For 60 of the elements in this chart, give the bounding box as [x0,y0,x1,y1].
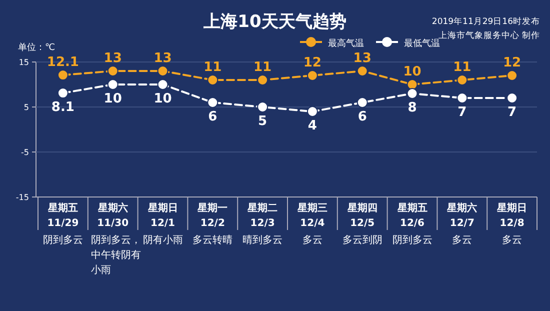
point [207,97,218,108]
x-tick-label: 星期五 12/6 阴到多云 [392,202,432,246]
point [207,74,218,86]
data-label: 13 [353,51,372,66]
text: 上海市气象服务中心 制作 [438,30,540,41]
x-tick-label: 星期四 12/5 多云到阴 [342,202,382,246]
point [406,79,418,90]
y-tick-label: -15 [16,193,29,202]
point [57,70,68,81]
point [456,74,468,86]
data-label: 11 [204,60,222,75]
data-label: 6 [358,110,367,124]
data-label: 8 [408,100,417,116]
x-tick-label: 星期三 12/4 多云 [296,202,328,246]
x-tick-label: 星期一 12/2 多云转晴 [192,202,233,246]
point [506,70,518,81]
data-label: 13 [154,51,172,66]
point [157,66,168,76]
x-tick-label: 星期六 12/7 多云 [446,202,478,246]
data-label: 5 [258,114,268,129]
point [257,102,268,112]
legend-label: 最低气温 [404,38,440,49]
y-tick-label: 15 [18,58,29,67]
legend-label: 最高气温 [328,38,364,49]
data-label: 12 [303,56,322,70]
y-axis-title: 单位：℃ [18,42,56,53]
data-label: 7 [458,105,467,120]
point [356,66,368,76]
point [306,106,318,117]
point [157,79,168,90]
point [257,74,268,86]
x-tick-label: 星期六 11/30 阴到多云，中午转阴有小雨 [90,202,141,276]
point [107,79,118,90]
point [456,92,468,104]
data-label: 12 [503,56,522,70]
point [356,97,368,108]
data-label: 11 [453,60,472,75]
data-label: 13 [104,51,122,66]
data-label: 7 [508,105,517,120]
x-tick-label: 星期二 12/3 晴到多云 [242,202,283,246]
data-label: 10 [104,92,122,106]
point [107,66,118,76]
data-label: 12.1 [46,55,79,70]
y-tick-label: 5 [24,103,29,112]
data-label: 10 [403,64,422,80]
data-label: 8.1 [51,100,74,116]
data-label: 6 [208,110,218,124]
chart-title: 上海10天天气趋势 [202,12,346,32]
text: 2019年11月29日16时发布 [432,16,540,27]
x-tick-label: 星期日 12/8 多云 [496,202,528,246]
point [57,88,68,99]
data-label: 10 [154,92,172,106]
x-tick-label: 星期日 12/1 阴有小雨 [142,202,183,246]
x-tick-label: 星期五 11/29 阴到多云 [42,202,83,246]
point [506,92,518,104]
point [306,70,318,81]
y-tick-label: -5 [21,148,29,157]
data-label: 11 [254,60,272,75]
point [406,88,418,99]
data-label: 4 [308,118,317,134]
